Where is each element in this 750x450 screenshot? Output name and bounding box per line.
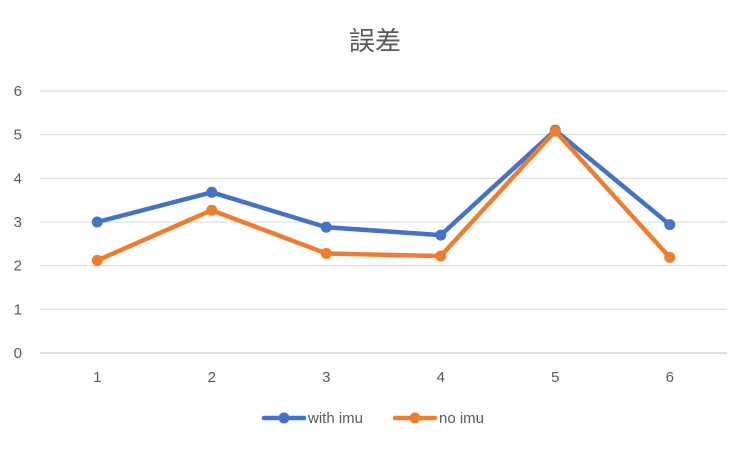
series-line [95, 128, 672, 238]
gridlines [40, 90, 727, 354]
y-axis-ticks: 0 1 2 3 4 5 6 [14, 83, 22, 362]
legend-item: with imu [261, 410, 363, 427]
x-tick-label: 2 [208, 369, 216, 386]
legend: with imu no imu [261, 410, 484, 427]
y-tick-label: 0 [14, 345, 22, 362]
y-tick-label: 4 [14, 170, 22, 187]
x-axis-ticks: 1 2 3 4 5 6 [93, 369, 674, 386]
y-tick-label: 3 [14, 214, 22, 231]
y-tick-label: 2 [14, 258, 22, 275]
x-tick-label: 1 [93, 369, 101, 386]
data-point [206, 186, 218, 198]
x-tick-label: 4 [437, 369, 445, 386]
data-point [320, 247, 332, 259]
data-point [91, 216, 103, 228]
series-with-imu [91, 124, 676, 241]
legend-swatch-marker [409, 412, 421, 424]
y-tick-label: 1 [14, 301, 22, 318]
legend-swatch-marker [278, 412, 290, 424]
data-point [549, 125, 561, 137]
data-point [206, 204, 218, 216]
series-lines [91, 124, 676, 266]
legend-label: no imu [439, 410, 484, 427]
chart-title: 誤差 [349, 27, 401, 57]
legend-item: no imu [392, 410, 484, 427]
data-point [664, 219, 676, 231]
x-tick-label: 5 [551, 369, 559, 386]
data-point [91, 254, 103, 266]
data-point [320, 221, 332, 233]
series-line [95, 128, 672, 263]
x-tick-label: 3 [322, 369, 330, 386]
y-tick-label: 6 [14, 83, 22, 100]
x-tick-label: 6 [666, 369, 674, 386]
y-tick-label: 5 [14, 127, 22, 144]
legend-label: with imu [307, 410, 363, 427]
data-point [664, 251, 676, 263]
data-point [435, 250, 447, 262]
series-no-imu [91, 125, 676, 266]
data-point [435, 229, 447, 241]
